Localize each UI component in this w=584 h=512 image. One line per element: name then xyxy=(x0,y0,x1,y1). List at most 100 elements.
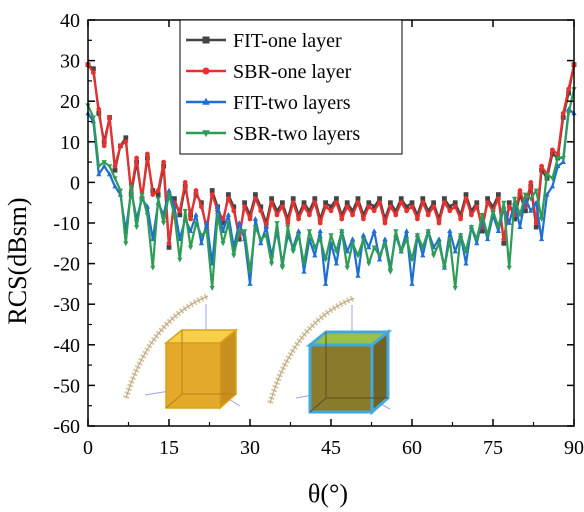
data-point xyxy=(339,212,345,218)
data-point xyxy=(198,240,205,246)
legend-label: SBR-one layer xyxy=(233,61,352,83)
y-tick-label: 30 xyxy=(60,51,80,73)
data-point xyxy=(295,228,302,234)
data-point xyxy=(522,192,529,198)
data-point xyxy=(252,216,259,221)
two-layer-cube-illustration xyxy=(267,295,393,416)
data-point xyxy=(382,236,388,242)
data-point xyxy=(560,156,566,161)
data-point xyxy=(328,204,334,210)
data-point xyxy=(285,225,291,230)
data-point xyxy=(349,236,356,242)
data-point xyxy=(290,249,296,255)
data-point xyxy=(549,183,556,189)
data-point xyxy=(371,208,377,214)
data-point xyxy=(549,176,556,182)
legend-marker xyxy=(202,36,210,44)
data-point xyxy=(301,268,307,274)
inset-model-illustrations xyxy=(123,293,393,416)
x-tick-label: 30 xyxy=(240,437,260,459)
data-point xyxy=(323,204,328,210)
data-point xyxy=(150,265,156,271)
data-point xyxy=(252,225,259,230)
data-point xyxy=(479,212,485,218)
data-point xyxy=(430,253,437,259)
data-point xyxy=(496,196,501,202)
data-point xyxy=(193,188,199,193)
x-tick-label: 90 xyxy=(564,437,584,459)
data-point xyxy=(452,200,458,206)
data-point xyxy=(512,216,517,222)
legend-label: FIT-one layer xyxy=(233,30,342,52)
data-point xyxy=(382,241,388,247)
y-tick-label: 20 xyxy=(60,91,80,113)
data-point xyxy=(415,212,420,218)
data-point xyxy=(511,196,518,202)
data-point xyxy=(544,172,550,178)
data-point xyxy=(333,260,340,266)
data-point xyxy=(415,216,420,222)
legend-item: SBR-two layers xyxy=(186,123,360,145)
data-point xyxy=(495,225,502,230)
data-point xyxy=(231,253,237,259)
legend-marker xyxy=(202,97,210,105)
data-point xyxy=(533,220,539,226)
data-point xyxy=(145,151,150,157)
data-point xyxy=(91,70,96,76)
data-point xyxy=(182,208,188,214)
data-point xyxy=(484,236,491,242)
data-point xyxy=(565,111,572,117)
legend-label: FIT-two layers xyxy=(233,92,351,114)
data-point xyxy=(199,200,204,206)
data-point xyxy=(506,220,512,225)
data-point xyxy=(350,212,355,218)
data-point xyxy=(403,237,410,243)
data-point xyxy=(398,196,404,202)
data-point xyxy=(409,200,415,206)
data-point xyxy=(366,244,372,250)
data-point xyxy=(436,236,442,242)
data-point xyxy=(555,151,561,157)
axes: 0 15 30 45 60 75 90 40 30 20 10 0 -10 -20 -30 -40 -50 -60 xyxy=(53,10,584,459)
data-point xyxy=(528,180,534,185)
data-point xyxy=(96,106,102,112)
data-point xyxy=(112,176,118,182)
data-point xyxy=(425,212,431,218)
data-point xyxy=(517,188,523,193)
data-point xyxy=(442,196,447,202)
data-point xyxy=(107,115,112,120)
data-point xyxy=(366,261,372,267)
data-point xyxy=(366,200,372,206)
data-point xyxy=(528,196,534,202)
data-point xyxy=(328,208,334,214)
data-point xyxy=(452,248,458,254)
data-point xyxy=(117,188,124,194)
data-point xyxy=(420,252,426,258)
data-point xyxy=(106,171,113,177)
data-point xyxy=(123,135,129,141)
data-point xyxy=(247,216,253,222)
data-point xyxy=(538,236,545,242)
data-point xyxy=(485,196,490,202)
data-point xyxy=(533,188,539,194)
data-point xyxy=(279,265,286,271)
x-tick-label: 0 xyxy=(83,437,93,459)
data-point xyxy=(361,216,366,222)
data-point xyxy=(247,269,253,275)
data-point xyxy=(533,199,539,205)
data-point xyxy=(312,200,318,206)
data-point xyxy=(566,86,571,92)
data-point xyxy=(101,160,107,165)
data-point xyxy=(258,204,264,210)
data-point xyxy=(328,233,334,239)
data-point xyxy=(307,208,312,214)
data-point xyxy=(403,228,410,234)
data-point xyxy=(441,265,448,271)
data-point xyxy=(344,200,350,206)
data-point xyxy=(317,237,323,243)
y-tick-label: -30 xyxy=(53,294,80,316)
one-layer-cube-illustration xyxy=(123,293,241,410)
y-tick-label: 0 xyxy=(70,172,80,194)
data-point xyxy=(463,192,469,197)
data-point xyxy=(447,204,453,210)
